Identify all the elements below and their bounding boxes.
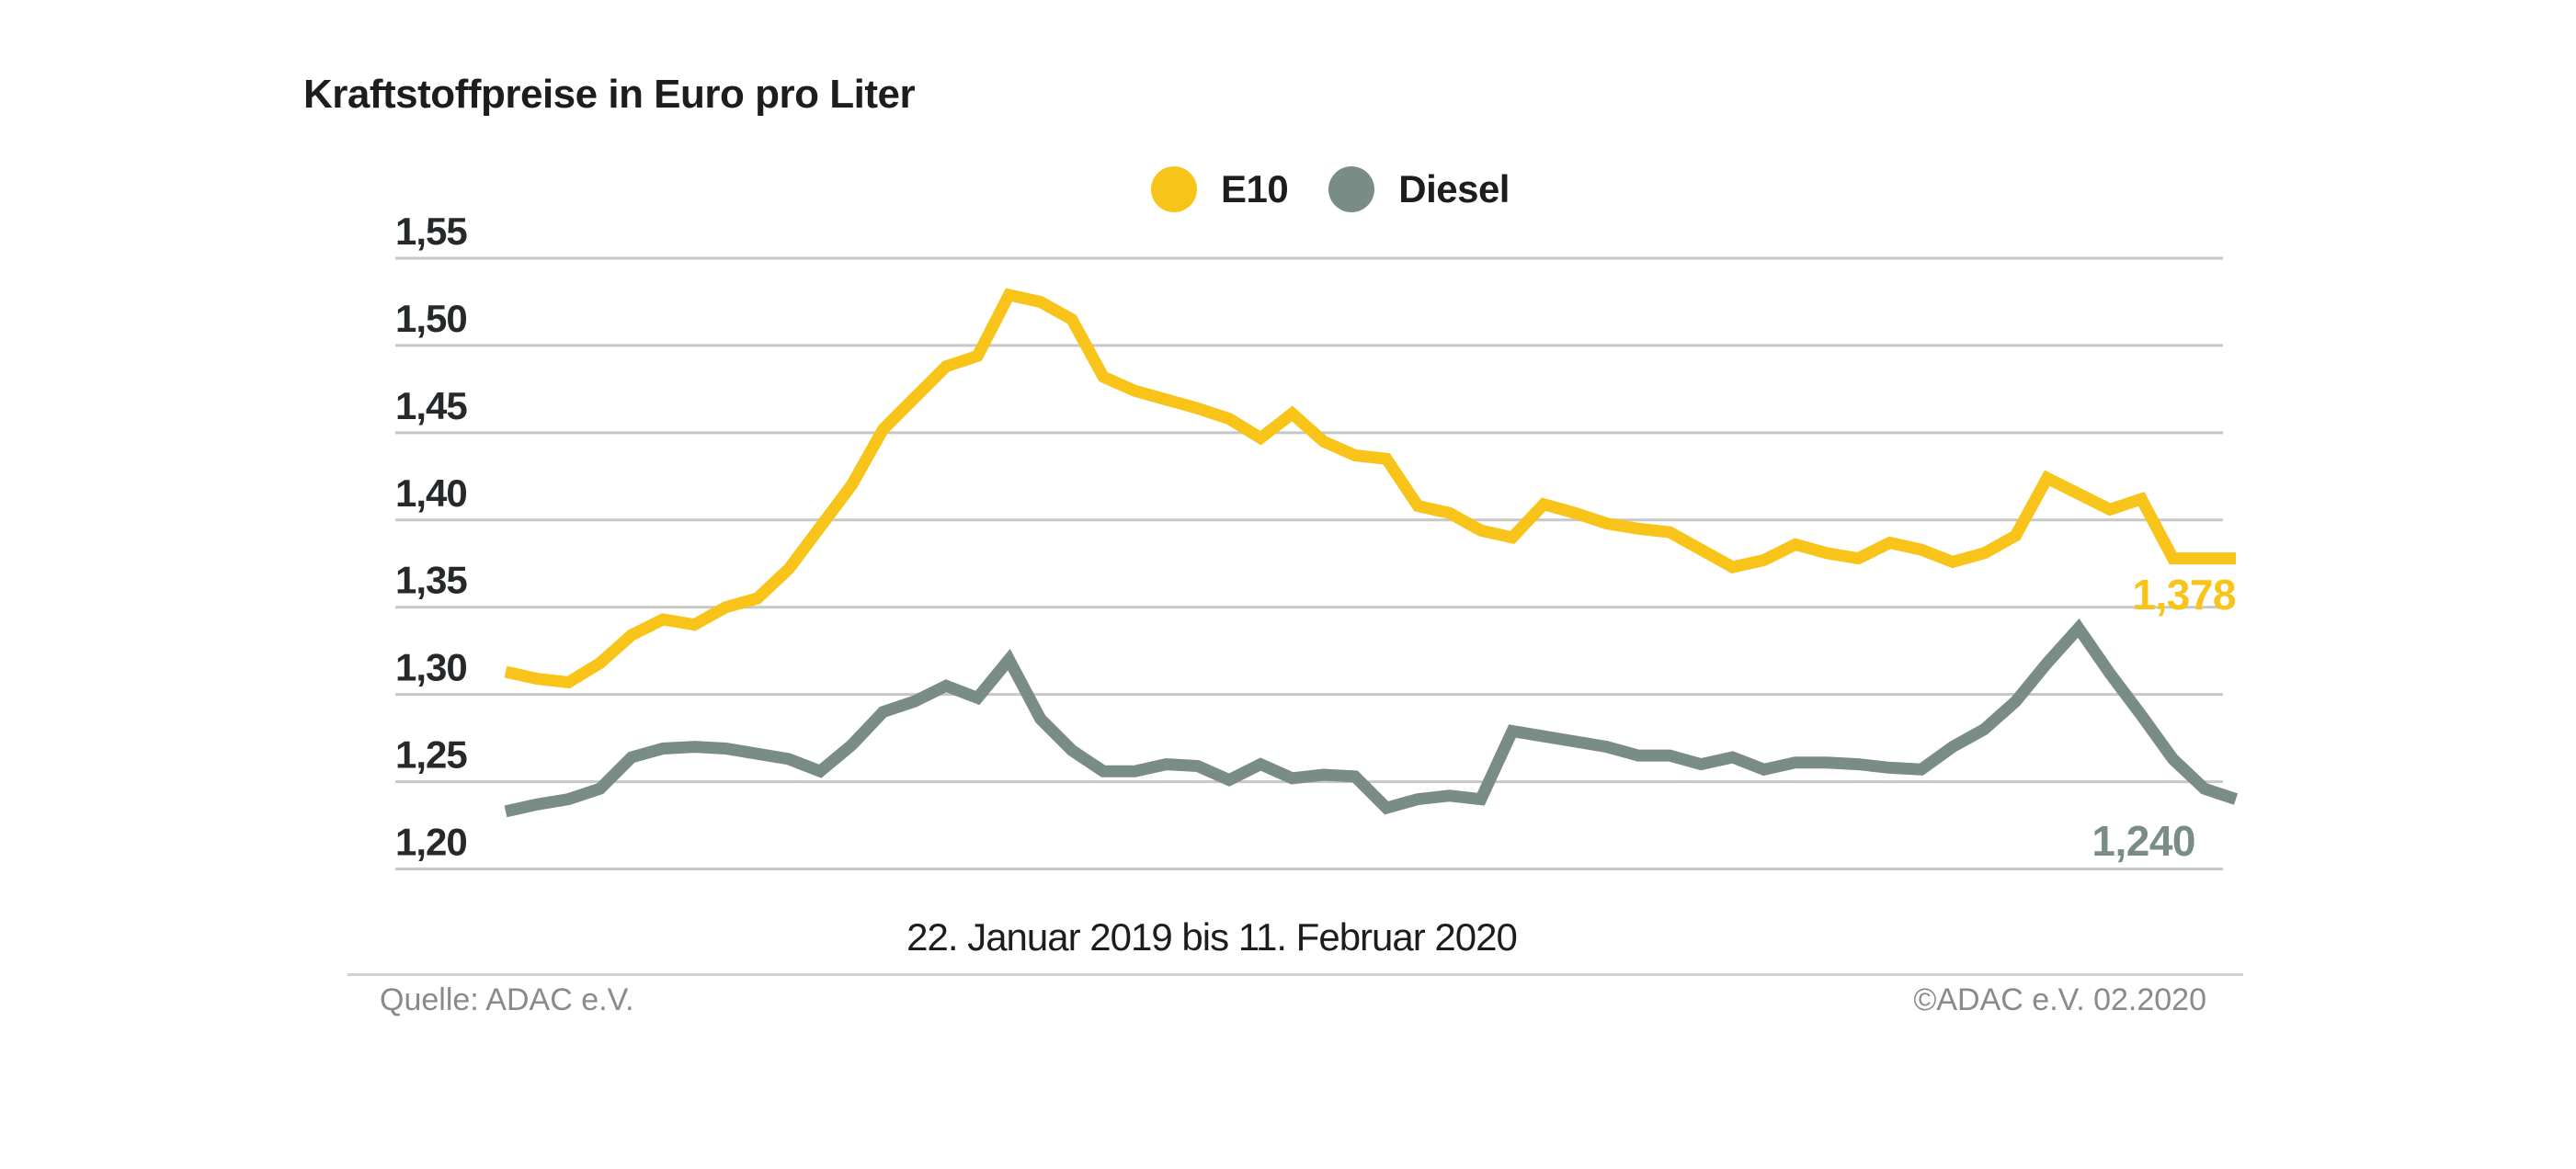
- y-tick-label: 1,40: [395, 471, 467, 515]
- chart-title: Kraftstoffpreise in Euro pro Liter: [303, 72, 916, 117]
- diesel-legend-dot-icon: [1328, 166, 1375, 212]
- e10-line: [504, 288, 2236, 689]
- footer-divider: [348, 973, 2243, 976]
- legend: E10 Diesel: [1151, 165, 1510, 213]
- date-range-caption: 22. Januar 2019 bis 11. Februar 2020: [906, 915, 1518, 959]
- legend-label-diesel: Diesel: [1398, 167, 1510, 210]
- y-tick-label: 1,55: [395, 210, 467, 253]
- y-tick-label: 1,45: [395, 384, 467, 427]
- source-note: Quelle: ADAC e.V.: [380, 982, 634, 1017]
- diesel-last-value-label: 1,240: [2092, 817, 2195, 865]
- legend-label-e10: E10: [1221, 167, 1289, 210]
- y-tick-label: 1,50: [395, 297, 467, 340]
- y-tick-label: 1,25: [395, 733, 467, 777]
- e10-last-value-label: 1,378: [2132, 571, 2236, 619]
- y-tick-label: 1,35: [395, 559, 467, 602]
- copyright-note: ©ADAC e.V. 02.2020: [1913, 982, 2206, 1017]
- y-tick-label: 1,30: [395, 646, 467, 689]
- diesel-line: [504, 619, 2239, 818]
- e10-legend-dot-icon: [1151, 166, 1197, 212]
- y-tick-label: 1,20: [395, 821, 467, 864]
